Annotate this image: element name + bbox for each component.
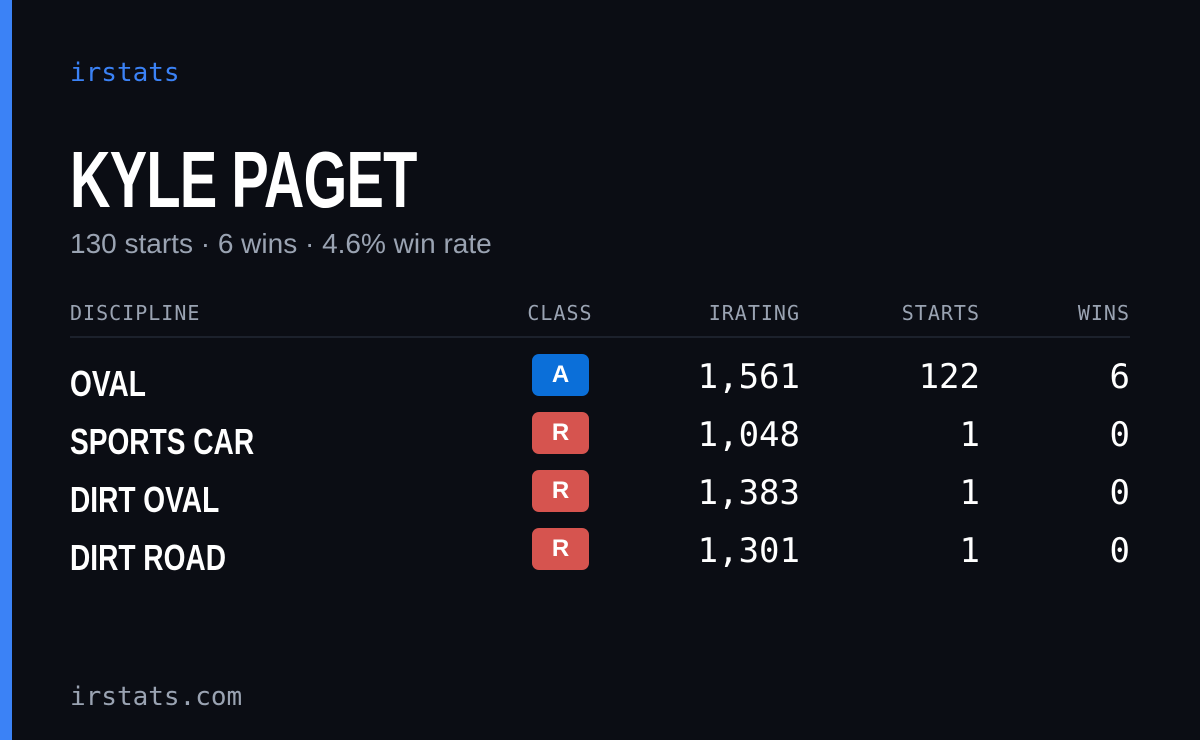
column-header: WINS [1077, 301, 1130, 325]
column-header: DISCIPLINE [70, 301, 201, 325]
wins: 0 [1109, 473, 1130, 513]
starts: 122 [918, 357, 980, 397]
column-header: STARTS [901, 301, 980, 325]
player-name: KYLE PAGET [70, 135, 417, 224]
discipline: SPORTS CAR [70, 421, 255, 462]
class-badge: R [532, 528, 589, 570]
starts: 1 [959, 473, 980, 513]
discipline: OVAL [70, 363, 146, 404]
header-rule [70, 336, 1130, 338]
class-badge: R [532, 470, 589, 512]
starts: 1 [959, 531, 980, 571]
wins: 0 [1109, 415, 1130, 455]
player-summary: 130 starts · 6 wins · 4.6% win rate [70, 228, 492, 259]
wins: 6 [1109, 357, 1130, 397]
class-badge: A [532, 354, 589, 396]
wins: 0 [1109, 531, 1130, 571]
irating: 1,561 [697, 357, 800, 397]
class-badge: R [532, 412, 589, 454]
irating: 1,048 [697, 415, 800, 455]
column-header: CLASS [527, 301, 593, 325]
discipline: DIRT ROAD [70, 537, 226, 578]
discipline: DIRT OVAL [70, 479, 220, 520]
footer-url: irstats.com [70, 682, 243, 712]
irating: 1,301 [697, 531, 800, 571]
irating: 1,383 [697, 473, 800, 513]
brand: irstats [70, 58, 180, 88]
starts: 1 [959, 415, 980, 455]
accent-stripe [0, 0, 12, 740]
column-header: IRATING [708, 301, 800, 325]
